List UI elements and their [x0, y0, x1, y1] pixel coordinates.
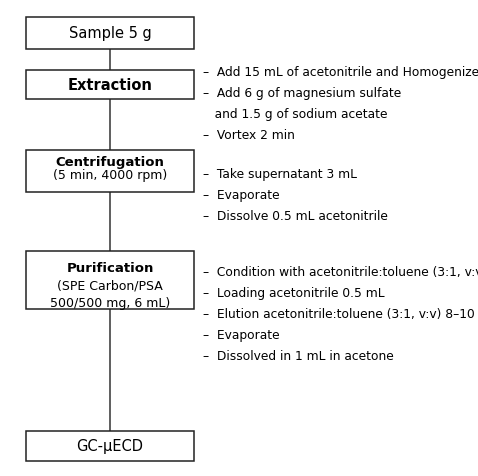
Bar — [26, 70, 194, 100]
Text: –  Take supernatant 3 mL: – Take supernatant 3 mL — [203, 168, 357, 181]
Text: –  Elution acetonitrile:toluene (3:1, v:v) 8–10 mL: – Elution acetonitrile:toluene (3:1, v:v… — [203, 307, 478, 320]
Text: –  Evaporate: – Evaporate — [203, 328, 280, 341]
Text: –  Condition with acetonitrile:toluene (3:1, v:v) 6 mL: – Condition with acetonitrile:toluene (3… — [203, 266, 478, 278]
Bar — [26, 151, 194, 193]
Text: GC-μECD: GC-μECD — [76, 438, 143, 454]
Text: –  Dissolve 0.5 mL acetonitrile: – Dissolve 0.5 mL acetonitrile — [203, 210, 388, 223]
Bar — [26, 431, 194, 461]
Text: Extraction: Extraction — [67, 78, 152, 93]
Text: Centrifugation: Centrifugation — [55, 156, 164, 169]
Text: –  Add 6 g of magnesium sulfate: – Add 6 g of magnesium sulfate — [203, 87, 402, 99]
Text: (5 min, 4000 rpm): (5 min, 4000 rpm) — [53, 169, 167, 182]
Text: –  Dissolved in 1 mL in acetone: – Dissolved in 1 mL in acetone — [203, 349, 394, 362]
Text: and 1.5 g of sodium acetate: and 1.5 g of sodium acetate — [203, 108, 388, 120]
Text: –  Loading acetonitrile 0.5 mL: – Loading acetonitrile 0.5 mL — [203, 287, 385, 299]
Text: (SPE Carbon/PSA: (SPE Carbon/PSA — [57, 278, 163, 291]
Text: 500/500 mg, 6 mL): 500/500 mg, 6 mL) — [50, 296, 170, 309]
Bar — [26, 18, 194, 50]
Bar — [26, 251, 194, 309]
Text: –  Add 15 mL of acetonitrile and Homogenize for 1 min: – Add 15 mL of acetonitrile and Homogeni… — [203, 66, 478, 79]
Text: –  Vortex 2 min: – Vortex 2 min — [203, 129, 295, 141]
Text: Sample 5 g: Sample 5 g — [68, 26, 152, 41]
Text: Purification: Purification — [66, 261, 153, 274]
Text: –  Evaporate: – Evaporate — [203, 189, 280, 202]
